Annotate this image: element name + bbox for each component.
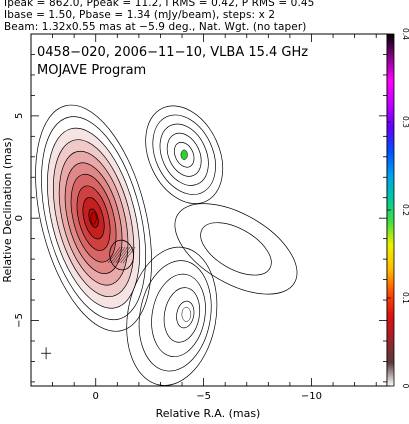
y-tick-label-0: 0: [14, 215, 25, 221]
contour-peak-jet-knot-south: [181, 306, 192, 322]
x-axis-label: Relative R.A. (mas): [156, 407, 261, 420]
contour-peak-core: [90, 211, 97, 225]
colorbar-ticks: 0 0.1 0.2 0.3 0.4: [387, 28, 409, 389]
axis-ticks: 0 −5 −10 5 0 −5: [14, 33, 387, 402]
y-tick-label--5: −5: [14, 313, 25, 328]
x-tick-label--10: −10: [301, 391, 322, 402]
contour-layer: [35, 104, 298, 386]
contour-jet-knot-south-level-2: [151, 273, 206, 358]
contour-jet-knot-south-level-3: [163, 287, 201, 343]
beam-hatch-2: [112, 246, 126, 264]
contour-jet-knot-north-level-3: [166, 132, 202, 177]
beam-hatch-5: [120, 246, 133, 264]
x-tick-label--5: −5: [196, 391, 211, 402]
contour-jet-knot-north-level-2: [159, 123, 209, 186]
header-stats-line-1: Ipeak = 862.0, Ppeak = 11.2, I RMS = 0.4…: [4, 0, 315, 9]
beam-hatch-1: [110, 246, 123, 264]
contour-core-level-1: [41, 116, 147, 321]
colorbar-tick-label-0.1: 0.1: [401, 292, 409, 304]
beam-hatch-0: [107, 246, 121, 264]
contour-jet-knot-north-level-1: [152, 114, 216, 195]
contour-jet-knot-south-level-0: [126, 246, 218, 386]
x-tick-label-0: 0: [93, 391, 99, 402]
beam-ellipse: [107, 239, 136, 271]
y-axis-label: Relative Declination (mas): [1, 137, 14, 282]
contour-jet-knot-south-level-4: [176, 300, 195, 329]
beam-hatch-6: [122, 246, 136, 264]
header-stats-line-2: Ibase = 1.50, Pbase = 1.34 (mJy/beam), s…: [4, 9, 276, 21]
header-beam-line: Beam: 1.32x0.55 mas at −5.9 deg., Nat. W…: [4, 21, 307, 33]
contour-diffuse-extended-level-0: [174, 203, 298, 295]
colorbar-tick-label-0.3: 0.3: [401, 116, 409, 128]
colorbar-tick-label-0: 0: [401, 384, 409, 389]
beam-hatch-3: [115, 246, 128, 264]
y-tick-label-5: 5: [14, 113, 25, 119]
contour-peak-jet-knot-north: [180, 149, 188, 160]
contour-core-level-0: [35, 104, 152, 332]
contour-jet-knot-north-level-4: [173, 141, 195, 168]
beam-outline: [109, 239, 134, 271]
plot-subtitle: MOJAVE Program: [37, 63, 146, 78]
colorbar-tick-label-0.2: 0.2: [401, 204, 409, 216]
beam-hatch-4: [117, 246, 131, 264]
contour-jet-knot-north-level-0: [145, 105, 224, 204]
contour-diffuse-extended-level-1: [200, 222, 272, 276]
colorbar-tick-label-0.4: 0.4: [401, 28, 409, 40]
plot-title: 0458−020, 2006−11−10, VLBA 15.4 GHz: [37, 45, 308, 60]
contour-jet-knot-south-level-1: [138, 260, 212, 372]
